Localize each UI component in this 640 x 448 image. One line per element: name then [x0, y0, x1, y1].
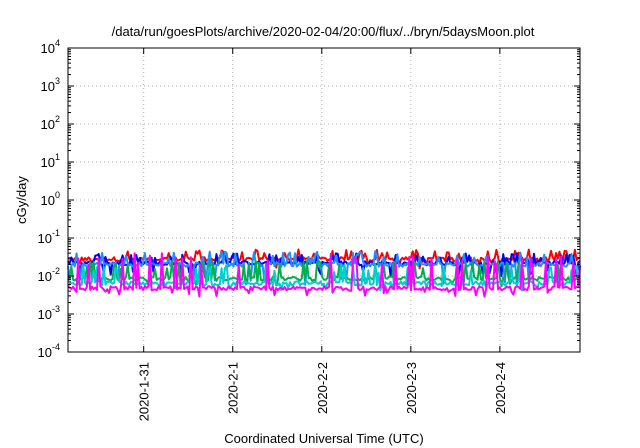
x-axis-label: Coordinated Universal Time (UTC) — [224, 431, 423, 446]
chart-title: /data/run/goesPlots/archive/2020-02-04/2… — [112, 24, 535, 39]
series-line-4 — [67, 260, 581, 290]
y-tick-label: 10-2 — [38, 266, 60, 284]
y-tick-label: 10-4 — [38, 342, 60, 360]
series-line-6 — [67, 252, 581, 298]
x-tick-label: 2020-2-4 — [493, 362, 508, 414]
y-tick-label: 101 — [41, 152, 60, 170]
grid — [68, 48, 580, 352]
series-line-5 — [67, 263, 581, 292]
y-tick-label: 103 — [41, 76, 60, 94]
x-tick-label: 2020-2-2 — [315, 362, 330, 414]
y-tick-label: 102 — [41, 114, 60, 132]
series-line-1 — [67, 248, 581, 270]
y-tick-label: 104 — [41, 38, 60, 56]
y-tick-label: 10-1 — [38, 228, 60, 246]
y-tick-label: 10-3 — [38, 304, 60, 322]
x-axis: 2020-1-31 2020-2-1 2020-2-2 2020-2-3 2020-2-… — [137, 48, 508, 421]
x-tick-label: 2020-2-1 — [226, 362, 241, 414]
y-axis: 10-4 10-3 10-2 10-1 100 101 102 103 104 — [38, 38, 580, 360]
x-tick-label: 2020-2-3 — [404, 362, 419, 414]
y-axis-label: cGy/day — [14, 176, 29, 224]
series-layer — [67, 248, 581, 298]
x-tick-label: 2020-1-31 — [137, 362, 152, 421]
y-tick-label: 100 — [41, 190, 60, 208]
